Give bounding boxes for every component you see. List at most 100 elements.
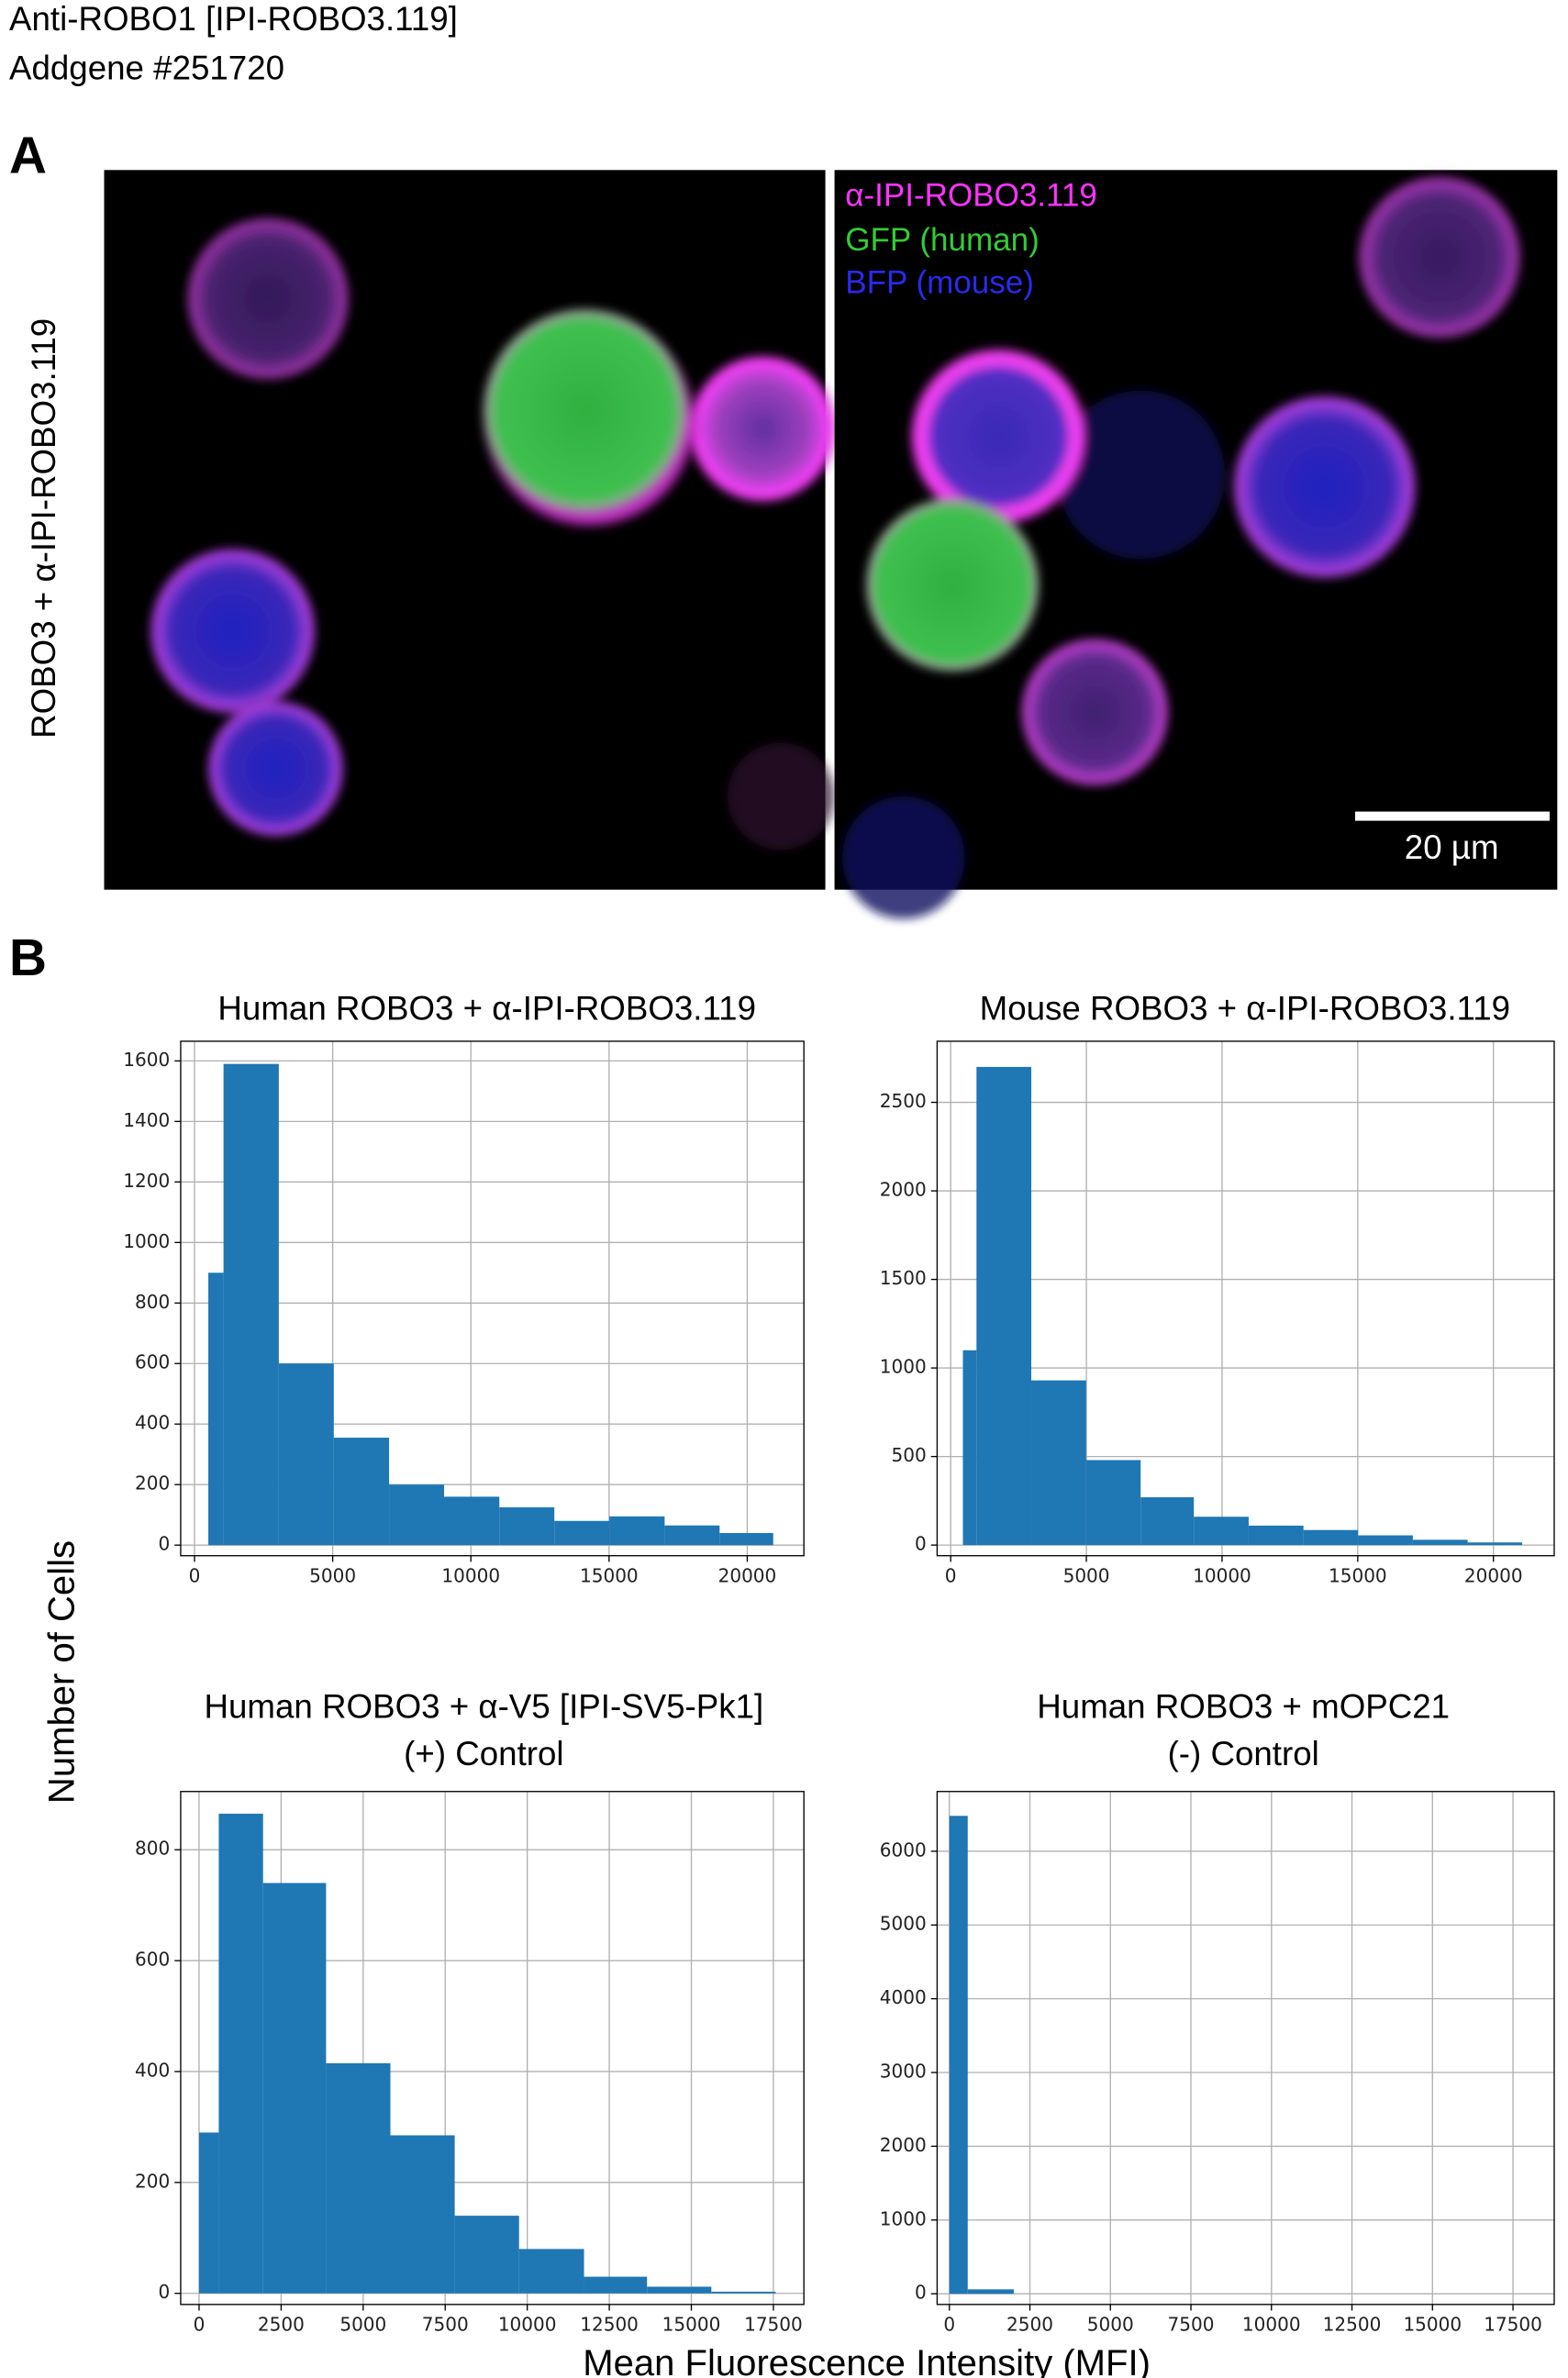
histogram-bar	[223, 1063, 279, 1546]
x-tick-label: 5000	[1087, 2314, 1134, 2336]
x-tick-label: 10000	[441, 1565, 500, 1587]
histogram-bar	[976, 1066, 1032, 1546]
x-tick-label: 2500	[258, 2314, 305, 2336]
y-tick-label: 3000	[880, 2061, 927, 2083]
x-tick-label: 15000	[1403, 2314, 1462, 2336]
histogram-bar	[262, 1883, 327, 2294]
x-tick-label: 20000	[1464, 1565, 1523, 1587]
y-tick-label: 1400	[123, 1109, 170, 1131]
y-tick-label: 600	[135, 1949, 170, 1971]
histogram-bar	[278, 1363, 334, 1546]
x-tick-label: 10000	[498, 2314, 557, 2336]
x-tick-label: 7500	[422, 2314, 469, 2336]
y-tick-label: 1000	[880, 1356, 927, 1378]
y-tick-label: 500	[891, 1444, 926, 1466]
panel-label: A	[9, 128, 47, 185]
y-tick-label: 2000	[880, 2134, 927, 2156]
x-tick-label: 0	[194, 2314, 206, 2336]
histogram-bar	[1194, 1517, 1249, 1546]
x-tick-label: 0	[945, 1565, 957, 1587]
x-tick-label: 10000	[1242, 2314, 1301, 2336]
y-tick-label: 0	[159, 2281, 171, 2303]
histogram-bar	[444, 1496, 500, 1546]
histogram-bar	[1031, 1380, 1086, 1546]
scale-bar-label: 20 µm	[1405, 828, 1499, 866]
histogram-bar	[967, 2289, 1014, 2295]
x-tick-label: 17500	[1484, 2314, 1542, 2336]
histogram-bar	[949, 1816, 968, 2295]
micrograph-right	[834, 170, 1558, 919]
histogram-bar	[454, 2216, 519, 2294]
histogram-bar	[1467, 1542, 1523, 1546]
y-tick-label: 0	[915, 1533, 927, 1555]
y-tick-label: 200	[135, 1472, 170, 1495]
histogram-bar	[333, 1438, 390, 1546]
chart-title: Human ROBO3 + mOPC21	[1037, 1687, 1450, 1725]
y-tick-label: 400	[135, 2059, 170, 2081]
legend-entry: BFP (mouse)	[845, 265, 1034, 301]
histogram-bar	[962, 1350, 977, 1546]
chart-title: Human ROBO3 + α-IPI-ROBO3.119	[217, 989, 756, 1027]
y-tick-label: 1500	[880, 1267, 927, 1289]
micrograph-left	[104, 170, 840, 890]
axes-frame	[936, 1040, 1555, 1557]
y-tick-label: 4000	[880, 1986, 927, 2008]
header-title: Anti-ROBO1 [IPI-ROBO3.119]	[9, 0, 458, 38]
y-tick-label: 0	[159, 1533, 171, 1555]
chart-title: (+) Control	[404, 1735, 563, 1772]
y-tick-label: 800	[135, 1291, 170, 1313]
y-tick-label: 1000	[880, 2207, 927, 2229]
x-tick-label: 15000	[1329, 1565, 1387, 1587]
histogram-bar	[711, 2291, 776, 2294]
x-tick-label: 15000	[662, 2314, 721, 2336]
histogram-bar	[499, 1506, 555, 1546]
x-tick-label: 7500	[1168, 2314, 1215, 2336]
histogram-bar	[1412, 1539, 1468, 1546]
x-tick-label: 0	[189, 1565, 201, 1587]
chart-title: Mouse ROBO3 + α-IPI-ROBO3.119	[980, 989, 1510, 1027]
legend-entry: GFP (human)	[845, 222, 1040, 258]
axes-frame	[180, 1791, 805, 2306]
y-tick-label: 2000	[880, 1179, 927, 1201]
x-tick-label: 15000	[580, 1565, 639, 1587]
x-axis-label: Mean Fluorescence Intensity (MFI)	[583, 2343, 1151, 2378]
y-tick-label: 5000	[880, 1913, 927, 1935]
histogram-bar	[390, 2135, 455, 2294]
histogram-bar	[326, 2062, 391, 2294]
histogram-bar	[1303, 1529, 1359, 1546]
legend-entry: α-IPI-ROBO3.119	[845, 178, 1097, 214]
histogram-bar	[1085, 1460, 1141, 1546]
histogram-bar	[584, 2276, 648, 2294]
x-tick-label: 5000	[339, 2314, 386, 2336]
y-tick-label: 400	[135, 1412, 170, 1434]
histogram-bar	[609, 1516, 665, 1546]
y-tick-label: 6000	[880, 1839, 927, 1861]
y-tick-label: 600	[135, 1351, 170, 1373]
histogram-bar	[1248, 1525, 1304, 1546]
x-tick-label: 2500	[1006, 2314, 1053, 2336]
histogram-bar	[1140, 1497, 1195, 1546]
y-tick-label: 800	[135, 1838, 170, 1860]
histogram-bar	[218, 1813, 263, 2294]
histogram-bar	[554, 1520, 610, 1546]
x-tick-label: 12500	[580, 2314, 639, 2336]
x-tick-label: 20000	[718, 1565, 777, 1587]
histogram-bar	[1358, 1535, 1413, 1546]
histogram-bar	[647, 2286, 712, 2294]
axes-frame	[936, 1791, 1555, 2306]
x-tick-label: 12500	[1323, 2314, 1382, 2336]
histogram-bar	[389, 1484, 445, 1546]
x-tick-label: 5000	[1063, 1565, 1110, 1587]
row-label: ROBO3 + α-IPI-ROBO3.119	[25, 318, 62, 739]
y-tick-label: 1000	[123, 1230, 170, 1252]
axes-frame	[180, 1040, 805, 1557]
y-tick-label: 2500	[880, 1090, 927, 1112]
x-tick-label: 0	[943, 2314, 955, 2336]
y-tick-label: 200	[135, 2170, 170, 2192]
x-tick-label: 10000	[1193, 1565, 1251, 1587]
y-tick-label: 1200	[123, 1170, 170, 1192]
y-tick-label: 0	[915, 2282, 927, 2304]
y-tick-label: 1600	[123, 1049, 170, 1071]
